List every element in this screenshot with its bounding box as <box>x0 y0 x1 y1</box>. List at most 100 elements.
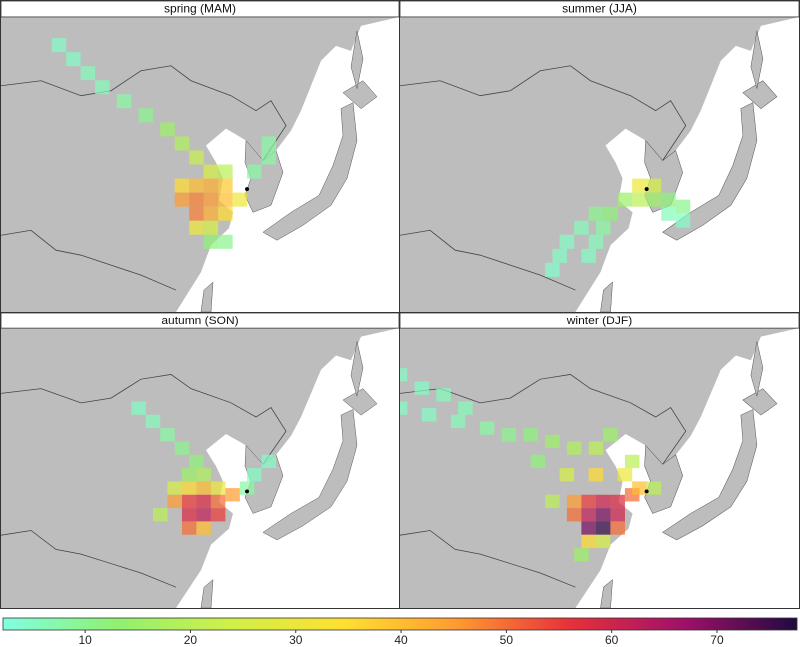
density-cell <box>218 206 233 221</box>
density-cell <box>210 494 226 509</box>
density-cell <box>414 381 430 395</box>
density-cell <box>646 178 662 193</box>
panel-title: winter (DJF) <box>566 314 633 327</box>
density-cell <box>632 481 647 495</box>
land-map <box>400 327 799 608</box>
site-marker <box>644 489 649 494</box>
density-cell <box>574 548 589 562</box>
density-cell <box>581 248 596 263</box>
title-strip <box>1 313 399 329</box>
colorbar-bar <box>2 617 798 631</box>
density-cell <box>566 508 582 522</box>
density-cell <box>400 401 408 415</box>
density-cell <box>174 441 190 455</box>
density-cell <box>581 534 596 549</box>
density-cell <box>574 220 589 235</box>
density-cell <box>196 481 211 495</box>
density-cell <box>610 494 625 509</box>
density-cell <box>595 534 611 549</box>
density-cell <box>210 508 226 522</box>
site-marker <box>245 187 250 192</box>
map-panel: spring (MAM) <box>0 0 400 313</box>
density-cell <box>588 234 604 249</box>
map-panel: summer (JJA) <box>399 0 800 313</box>
density-cell <box>559 234 575 249</box>
density-cell <box>595 220 611 235</box>
density-cell <box>196 521 211 535</box>
density-cell <box>400 368 408 382</box>
density-cell <box>559 468 575 482</box>
density-cell <box>247 468 262 482</box>
density-cell <box>661 206 676 221</box>
colorbar-tick-label: 40 <box>394 633 408 647</box>
colorbar: 10 20 30 40 50 60 70 <box>2 617 798 647</box>
density-cell <box>160 428 175 442</box>
density-cell <box>181 521 197 535</box>
colorbar-tick-label: 20 <box>184 633 198 647</box>
density-cell <box>174 192 190 207</box>
density-cell <box>203 164 219 179</box>
density-cell <box>203 178 219 193</box>
title-strip <box>400 1 799 18</box>
density-cell <box>632 178 647 193</box>
density-cell <box>174 178 190 193</box>
density-cell <box>261 454 277 469</box>
density-cell <box>566 494 582 509</box>
density-cell <box>610 521 625 535</box>
colorbar-tick-label: 10 <box>78 633 92 647</box>
site-marker <box>644 187 649 192</box>
site-marker <box>245 489 250 494</box>
density-cell <box>545 434 560 449</box>
density-cell <box>218 234 233 249</box>
density-cell <box>545 262 560 277</box>
density-cell <box>566 441 582 455</box>
density-cell <box>646 481 662 495</box>
density-cell <box>218 178 233 193</box>
density-cell <box>552 248 567 263</box>
density-cell <box>203 206 219 221</box>
density-cell <box>588 206 604 221</box>
density-cell <box>116 94 132 109</box>
density-cell <box>545 494 560 509</box>
map-panel: winter (DJF) <box>399 312 800 609</box>
colorbar-tick-label: 60 <box>605 633 619 647</box>
density-cell <box>610 508 625 522</box>
density-cell <box>603 428 618 442</box>
density-cell <box>225 488 240 502</box>
colorbar-tick-label: 70 <box>710 633 724 647</box>
density-cell <box>131 401 146 415</box>
colorbar-tick-label: 50 <box>500 633 514 647</box>
density-cell <box>661 192 676 207</box>
density-cell <box>189 192 204 207</box>
density-cell <box>218 164 233 179</box>
density-cell <box>421 408 437 422</box>
density-cell <box>581 521 596 535</box>
density-cell <box>588 441 604 455</box>
density-cell <box>203 192 219 207</box>
density-cell <box>196 508 211 522</box>
density-cell <box>261 136 277 151</box>
density-cell <box>523 428 538 442</box>
density-cell <box>181 468 197 482</box>
density-cell <box>167 494 182 509</box>
panel-title: summer (JJA) <box>562 2 637 16</box>
density-cell <box>218 192 233 207</box>
density-cell <box>595 494 611 509</box>
density-cell <box>189 150 204 165</box>
density-cell <box>203 220 219 235</box>
colorbar-tick-label: 30 <box>289 633 303 647</box>
density-cell <box>458 401 473 415</box>
density-cell <box>624 454 640 469</box>
density-cell <box>581 494 596 509</box>
density-cell <box>80 66 96 81</box>
panel-title: spring (MAM) <box>164 2 236 16</box>
density-cell <box>603 206 618 221</box>
density-cell <box>167 481 182 495</box>
density-cell <box>588 468 604 482</box>
density-cell <box>145 414 161 429</box>
density-cell <box>239 481 255 495</box>
density-cell <box>189 454 204 469</box>
density-cell <box>675 199 691 214</box>
density-cell <box>232 192 248 207</box>
